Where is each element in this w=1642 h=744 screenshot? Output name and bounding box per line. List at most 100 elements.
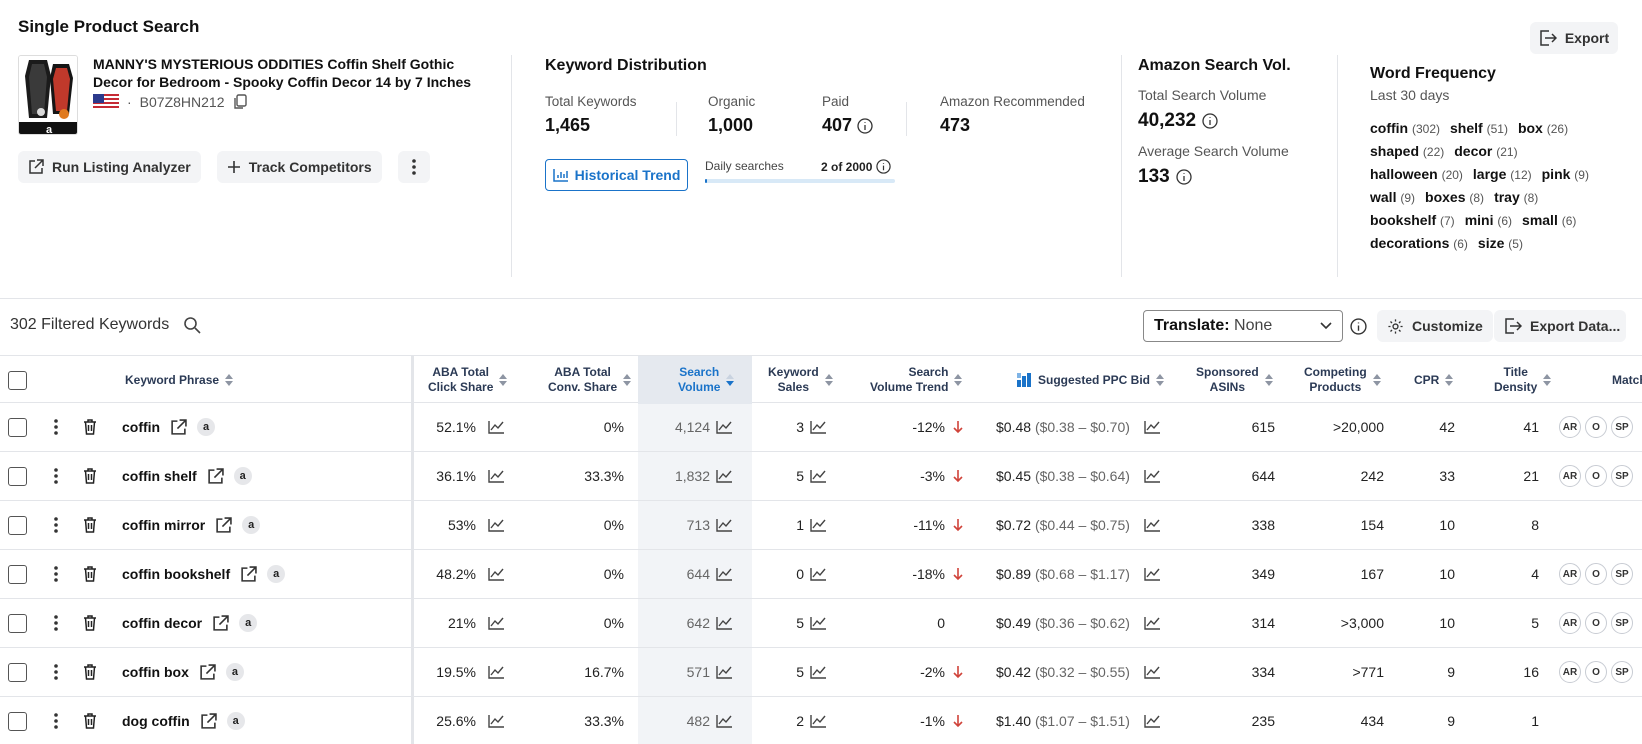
track-competitors-button[interactable]: Track Competitors: [216, 151, 382, 183]
amazon-icon[interactable]: a: [226, 712, 245, 730]
historical-trend-button[interactable]: Historical Trend: [545, 159, 688, 191]
header-aba-conv-share[interactable]: ABA Total Conv. Share: [548, 356, 632, 404]
match-tag[interactable]: AR: [1559, 612, 1581, 634]
trash-icon[interactable]: [83, 501, 97, 549]
table-row[interactable]: coffin box a 19.5% 16.7% 571 5 -2% $0.42 ($0.32…: [0, 648, 1642, 697]
keyword-sales-chart-icon[interactable]: [810, 550, 827, 598]
export-data-button[interactable]: Export Data...: [1494, 310, 1626, 342]
word-frequency-item[interactable]: shelf (51): [1450, 120, 1508, 136]
match-tag[interactable]: SP: [1611, 612, 1633, 634]
search-volume-chart-icon[interactable]: [716, 648, 733, 696]
ppc-chart-icon[interactable]: [1144, 697, 1161, 744]
search-volume-chart-icon[interactable]: [716, 550, 733, 598]
table-row[interactable]: coffin bookshelf a 48.2% 0% 644 0 -18% $0.89 ($…: [0, 550, 1642, 599]
click-share-chart-icon[interactable]: [488, 501, 505, 549]
amazon-icon[interactable]: a: [267, 565, 286, 583]
table-row[interactable]: dog coffin a 25.6% 33.3% 482 2 -1% $1.40 ($1.07…: [0, 697, 1642, 744]
row-menu-icon[interactable]: [54, 599, 58, 647]
export-button[interactable]: Export: [1530, 22, 1618, 54]
row-menu-icon[interactable]: [54, 501, 58, 549]
info-icon[interactable]: [1202, 113, 1218, 129]
header-match[interactable]: Match: [1612, 356, 1642, 404]
select-all-checkbox[interactable]: [8, 370, 27, 390]
match-tag[interactable]: SP: [1611, 465, 1633, 487]
trash-icon[interactable]: [83, 452, 97, 500]
ppc-chart-icon[interactable]: [1144, 648, 1161, 696]
header-cpr[interactable]: CPR: [1414, 356, 1454, 404]
search-icon[interactable]: [183, 316, 201, 334]
row-checkbox[interactable]: [8, 466, 27, 486]
header-competing-products[interactable]: Competing Products: [1304, 356, 1381, 404]
keyword-sales-chart-icon[interactable]: [810, 697, 827, 744]
external-link-icon[interactable]: [215, 516, 232, 534]
row-menu-icon[interactable]: [54, 697, 58, 744]
word-frequency-item[interactable]: box (26): [1518, 120, 1568, 136]
header-search-volume-trend[interactable]: Search Volume Trend: [870, 356, 963, 404]
header-search-volume[interactable]: Search Volume: [678, 356, 735, 404]
table-row[interactable]: coffin shelf a 36.1% 33.3% 1,832 5 -3% $0.45 ($…: [0, 452, 1642, 501]
info-icon[interactable]: [857, 117, 873, 134]
word-frequency-item[interactable]: halloween (20): [1370, 166, 1463, 182]
customize-button[interactable]: Customize: [1377, 310, 1493, 342]
row-checkbox[interactable]: [8, 613, 27, 633]
amazon-icon[interactable]: a: [197, 418, 216, 436]
ppc-chart-icon[interactable]: [1144, 452, 1161, 500]
trash-icon[interactable]: [83, 697, 97, 744]
word-frequency-item[interactable]: large (12): [1473, 166, 1532, 182]
header-keyword-phrase[interactable]: Keyword Phrase: [125, 356, 234, 404]
row-checkbox[interactable]: [8, 515, 27, 535]
word-frequency-item[interactable]: small (6): [1522, 212, 1576, 228]
copy-icon[interactable]: [233, 94, 248, 110]
match-tag[interactable]: AR: [1559, 661, 1581, 683]
word-frequency-item[interactable]: coffin (302): [1370, 120, 1440, 136]
word-frequency-item[interactable]: boxes (8): [1425, 189, 1484, 205]
table-row[interactable]: coffin mirror a 53% 0% 713 1 -11% $0.72 ($0.44 …: [0, 501, 1642, 550]
keyword-sales-chart-icon[interactable]: [810, 648, 827, 696]
click-share-chart-icon[interactable]: [488, 697, 505, 744]
trash-icon[interactable]: [83, 648, 97, 696]
ppc-chart-icon[interactable]: [1144, 501, 1161, 549]
amazon-icon[interactable]: a: [225, 663, 244, 681]
trash-icon[interactable]: [83, 550, 97, 598]
row-menu-icon[interactable]: [54, 648, 58, 696]
ppc-chart-icon[interactable]: [1144, 403, 1161, 451]
match-tag[interactable]: O: [1585, 416, 1607, 438]
header-suggested-ppc-bid[interactable]: Suggested PPC Bid: [1016, 356, 1165, 404]
header-keyword-sales[interactable]: Keyword Sales: [768, 356, 833, 404]
match-tag[interactable]: SP: [1611, 661, 1633, 683]
product-thumbnail[interactable]: a: [18, 55, 78, 135]
amazon-icon[interactable]: a: [233, 467, 252, 485]
click-share-chart-icon[interactable]: [488, 599, 505, 647]
row-checkbox[interactable]: [8, 662, 27, 682]
word-frequency-item[interactable]: pink (9): [1542, 166, 1589, 182]
match-tag[interactable]: SP: [1611, 416, 1633, 438]
word-frequency-item[interactable]: bookshelf (7): [1370, 212, 1455, 228]
header-title-density[interactable]: Title Density: [1494, 356, 1552, 404]
match-tag[interactable]: O: [1585, 563, 1607, 585]
search-volume-chart-icon[interactable]: [716, 501, 733, 549]
keyword-text[interactable]: coffin mirror: [122, 517, 206, 533]
match-tag[interactable]: O: [1585, 465, 1607, 487]
translate-select[interactable]: Translate: None: [1143, 310, 1343, 342]
header-aba-click-share[interactable]: ABA Total Click Share: [428, 356, 508, 404]
keyword-text[interactable]: coffin bookshelf: [122, 566, 231, 582]
amazon-icon[interactable]: a: [242, 516, 261, 534]
info-icon[interactable]: [1176, 169, 1192, 185]
external-link-icon[interactable]: [240, 565, 257, 583]
keyword-text[interactable]: dog coffin: [122, 713, 190, 729]
keyword-text[interactable]: coffin: [122, 419, 161, 435]
match-tag[interactable]: AR: [1559, 416, 1581, 438]
click-share-chart-icon[interactable]: [488, 452, 505, 500]
header-sponsored-asins[interactable]: Sponsored ASINs: [1196, 356, 1273, 404]
search-volume-chart-icon[interactable]: [716, 403, 733, 451]
external-link-icon[interactable]: [200, 712, 217, 730]
match-tag[interactable]: SP: [1611, 563, 1633, 585]
keyword-sales-chart-icon[interactable]: [810, 501, 827, 549]
ppc-chart-icon[interactable]: [1144, 550, 1161, 598]
trash-icon[interactable]: [83, 599, 97, 647]
keyword-text[interactable]: coffin shelf: [122, 468, 197, 484]
word-frequency-item[interactable]: mini (6): [1465, 212, 1512, 228]
keyword-sales-chart-icon[interactable]: [810, 452, 827, 500]
search-volume-chart-icon[interactable]: [716, 697, 733, 744]
external-link-icon[interactable]: [170, 418, 187, 436]
